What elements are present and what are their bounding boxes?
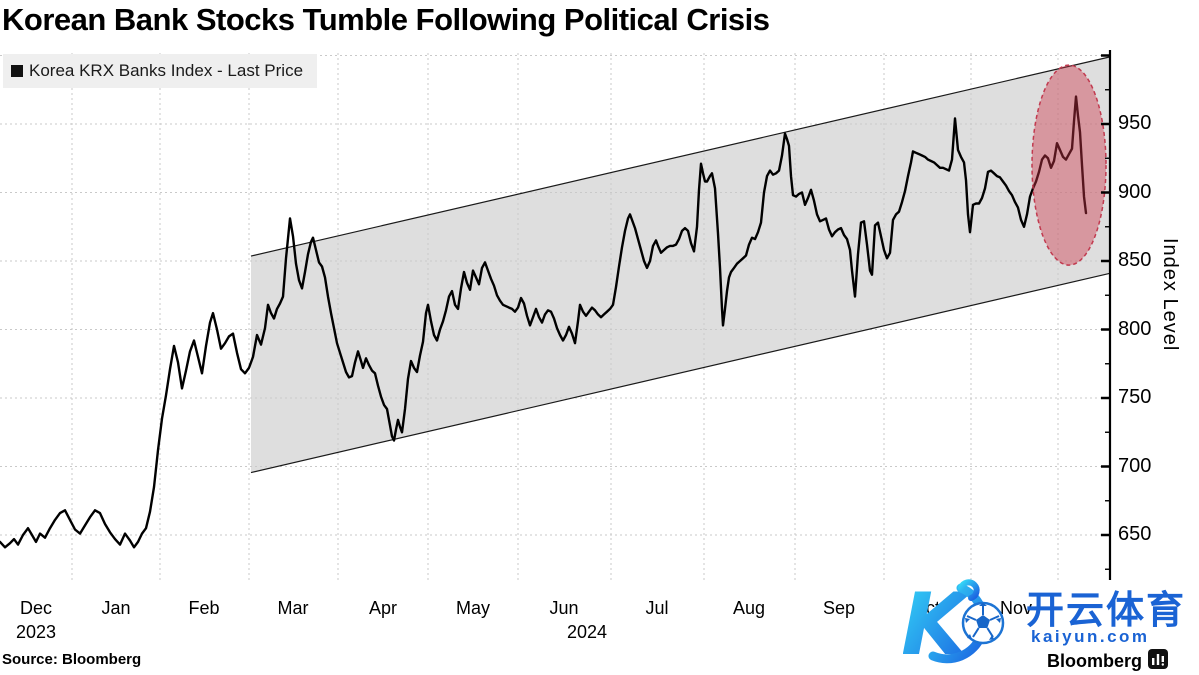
bloomberg-terminal-icon [1148,649,1169,674]
kaiyun-cjk-text: 开云体育 [1026,590,1187,632]
crisis-highlight-ellipse [1031,64,1107,266]
legend-square-marker-icon [11,65,23,77]
y-tick-label-650: 650 [1118,523,1152,545]
price-line [0,95,1088,549]
y-tick-label-850: 850 [1118,249,1152,271]
x-tick-label-nov: Nov [999,598,1033,618]
x-tick-label-mar: Mar [277,598,309,618]
x-tick-label-apr: Apr [368,598,398,618]
legend: Korea KRX Banks Index - Last Price [3,54,318,88]
legend-label: Korea KRX Banks Index - Last Price [29,61,304,80]
y-tick-label-750: 750 [1118,386,1152,408]
x-tick-label-oct: Oct [911,598,941,618]
trend-channel-band [251,56,1110,473]
page-title: Korean Bank Stocks Tumble Following Poli… [2,2,770,37]
x-tick-label-sep: Sep [822,598,856,618]
x-tick-label-jun: Jun [549,598,579,618]
y-tick-label-700: 700 [1118,454,1152,477]
bloomberg-wordmark: Bloomberg [1047,651,1143,671]
y-axis-title: Index Level [1159,238,1181,352]
x-tick-label-dec: Dec [19,598,53,618]
bloomberg-logo: Bloomberg [1047,649,1169,674]
y-tick-label-800: 800 [1118,317,1152,340]
kaiyun-watermark[interactable]: K 开云体育 kaiyun.com [901,574,1199,675]
y-tick-label-900: 900 [1118,180,1152,203]
x-tick-label-aug: Aug [732,598,766,618]
x-tick-label-jan: Jan [101,598,131,618]
x-axis-year-label-2023: 2023 [15,622,57,642]
channel-upper-edge [250,56,1111,257]
y-tick-label-950: 950 [1118,112,1152,134]
kaiyun-domain-text: kaiyun.com [1031,627,1150,646]
x-axis-year-label-2024: 2024 [566,622,608,642]
x-tick-label-feb: Feb [188,598,220,618]
kaiyun-k-soccer-logo-icon: K [901,575,1005,675]
x-tick-label-may: May [455,598,491,618]
x-tick-label-jul: Jul [645,598,669,618]
source-credit: Source: Bloomberg [2,651,142,668]
